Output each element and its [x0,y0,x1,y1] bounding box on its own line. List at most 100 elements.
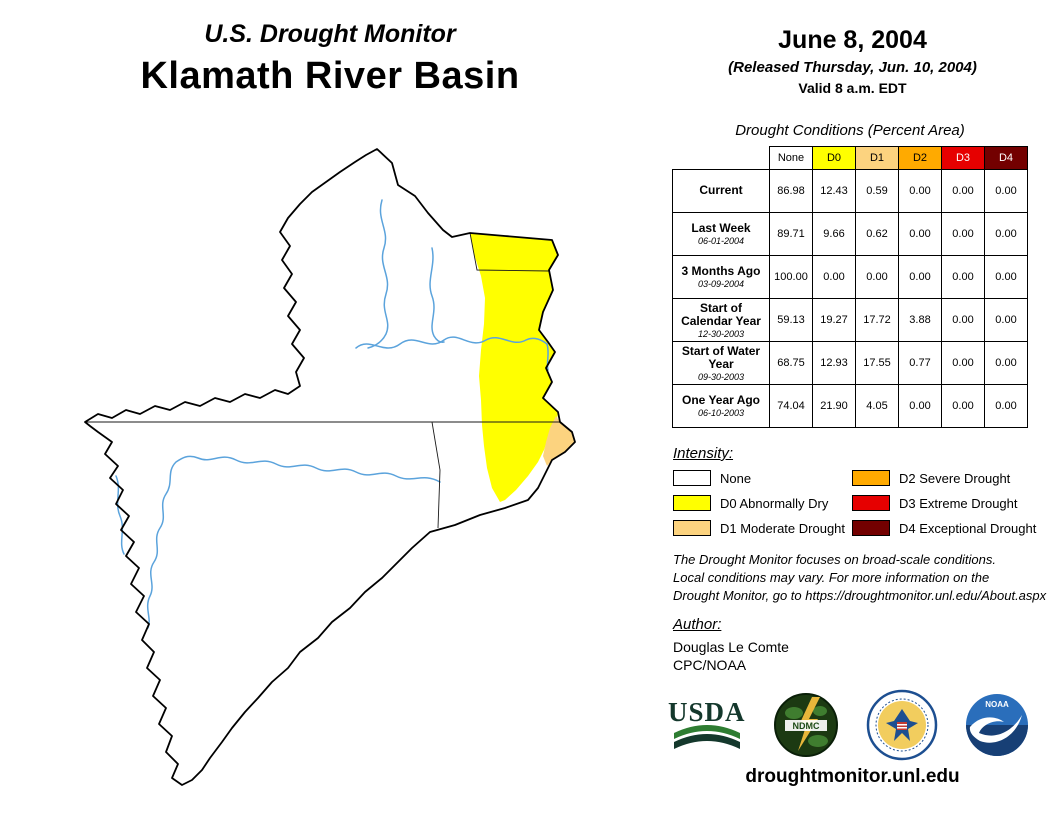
table-cell: 0.59 [855,169,899,213]
legend-title: Intensity: [673,445,734,462]
col-header-d3: D3 [941,146,985,170]
table-title: Drought Conditions (Percent Area) [735,122,965,139]
table-cell: 0.00 [984,169,1028,213]
usda-logo: USDA [668,699,746,751]
legend-item-d2: D2 Severe Drought [852,470,1010,486]
table-row: Start of Calendar Year 12-30-2003 59.13 … [672,298,1028,342]
disclaimer-text: The Drought Monitor focuses on broad-sca… [673,552,1047,603]
d0-area [470,233,558,502]
monitor-title: U.S. Drought Monitor [204,20,456,48]
logo-row: USDA NDMC [668,684,1030,766]
col-header-d2: D2 [898,146,942,170]
table-row: Last Week 06-01-2004 89.71 9.66 0.62 0.0… [672,212,1028,256]
ndmc-logo-text: NDMC [792,721,819,731]
table-cell: 9.66 [812,212,856,256]
table-corner-cell [673,147,770,170]
county-lines [85,232,560,529]
legend-label: D3 Extreme Drought [899,495,1018,511]
table-cell: 68.75 [769,341,813,385]
row-label: One Year Ago [681,393,761,407]
legend-item-d1: D1 Moderate Drought [673,520,845,536]
legend-item-d3: D3 Extreme Drought [852,495,1018,511]
table-cell: 0.00 [984,212,1028,256]
table-cell: 17.72 [855,298,899,342]
legend-item-d4: D4 Exceptional Drought [852,520,1036,536]
region-title: Klamath River Basin [140,55,520,97]
table-cell: 12.43 [812,169,856,213]
table-cell: 0.00 [941,169,985,213]
col-header-d1: D1 [855,146,899,170]
table-cell: 0.00 [984,384,1028,428]
doc-seal-icon [866,689,938,761]
row-label: Last Week [691,221,751,235]
release-date: (Released Thursday, Jun. 10, 2004) [728,59,977,76]
table-row: Start of Water Year 09-30-2003 68.75 12.… [672,341,1028,385]
legend-label: D1 Moderate Drought [720,520,846,536]
legend-label: D4 Exceptional Drought [899,520,1037,536]
row-label: Start of Water Year [681,343,761,371]
table-cell: 0.00 [984,341,1028,385]
legend-label: None [720,470,752,486]
row-sublabel: 03-09-2004 [697,279,745,289]
table-cell: 0.00 [812,255,856,299]
table-cell: 0.62 [855,212,899,256]
table-cell: 0.00 [941,255,985,299]
row-label: 3 Months Ago [681,264,761,278]
table-cell: 0.00 [898,169,942,213]
col-header-d0: D0 [812,146,856,170]
rivers [115,199,549,629]
table-cell: 0.77 [898,341,942,385]
legend-swatch-d3 [852,495,890,511]
table-cell: 0.00 [855,255,899,299]
date-block: June 8, 2004 (Released Thursday, Jun. 10… [680,26,1025,96]
basin-map-svg [84,148,576,786]
legend-item-d0: D0 Abnormally Dry [673,495,828,511]
table-row: 3 Months Ago 03-09-2004 100.00 0.00 0.00… [672,255,1028,299]
author-name: Douglas Le Comte [673,639,789,655]
legend-swatch-d1 [673,520,711,536]
table-cell: 86.98 [769,169,813,213]
usda-swoosh-icon [673,725,740,749]
table-cell: 19.27 [812,298,856,342]
author-org: CPC/NOAA [673,657,747,673]
table-cell: 89.71 [769,212,813,256]
row-sublabel: 06-10-2003 [697,408,745,418]
table-cell: 12.93 [812,341,856,385]
footer-url-link[interactable]: droughtmonitor.unl.edu [745,766,960,787]
noaa-logo: NOAA [964,689,1030,761]
legend-item-none: None [673,470,751,486]
conditions-table: None D0 D1 D2 D3 D4 Current 86.98 12.43 … [672,146,1028,428]
table-cell: 0.00 [984,255,1028,299]
legend-swatch-d2 [852,470,890,486]
col-header-d4: D4 [984,146,1028,170]
row-sublabel: 09-30-2003 [697,371,745,382]
table-cell: 0.00 [941,298,985,342]
col-header-none: None [769,146,813,170]
legend-label: D2 Severe Drought [899,470,1011,486]
basin-map [60,130,640,800]
table-cell: 0.00 [898,384,942,428]
row-label: Current [699,183,743,197]
table-row: Current 86.98 12.43 0.59 0.00 0.00 0.00 [672,169,1028,213]
table-cell: 0.00 [898,255,942,299]
row-sublabel: 06-01-2004 [697,236,745,246]
legend-swatch-d0 [673,495,711,511]
noaa-logo-text: NOAA [985,700,1009,709]
noaa-logo-icon: NOAA [965,694,1028,756]
table-cell: 0.00 [941,212,985,256]
table-cell: 0.00 [984,298,1028,342]
table-cell: 3.88 [898,298,942,342]
author-title: Author: [673,616,722,633]
title-block: U.S. Drought Monitor Klamath River Basin [70,20,590,98]
report-date: June 8, 2004 [778,26,927,54]
legend-swatch-none [673,470,711,486]
table-cell: 59.13 [769,298,813,342]
doc-seal-logo [866,689,938,761]
table-cell: 21.90 [812,384,856,428]
table-cell: 0.00 [941,384,985,428]
table-cell: 74.04 [769,384,813,428]
table-cell: 0.00 [898,212,942,256]
table-row: One Year Ago 06-10-2003 74.04 21.90 4.05… [672,384,1028,428]
row-sublabel: 12-30-2003 [697,328,745,339]
basin-outline [84,148,576,786]
